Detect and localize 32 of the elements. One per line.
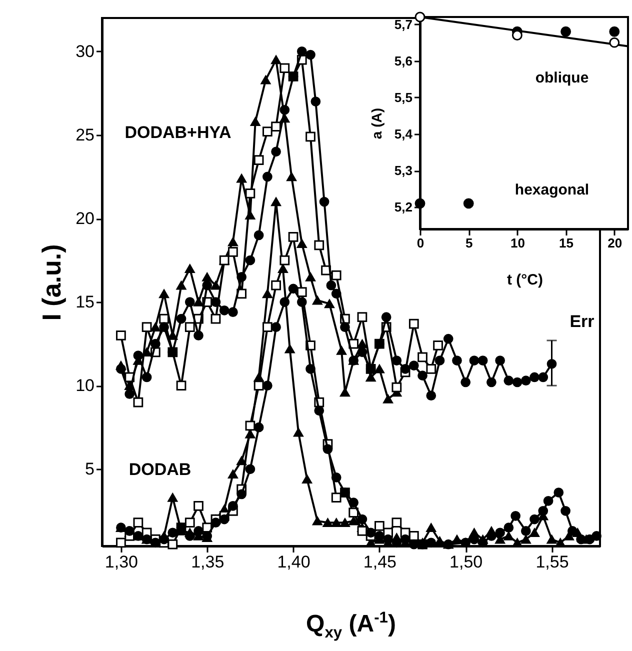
x-axis-title: Q$_{xy}$ (A$^{-1}$): [306, 610, 396, 642]
y-tick-label: 5,3: [394, 163, 412, 178]
x-axis-title: t (°C): [507, 272, 543, 288]
y-axis-title: I (a.u.): [36, 244, 67, 321]
annotation: oblique: [535, 70, 589, 86]
annotation: Err: [570, 312, 594, 332]
annotation: DODAB+HYA: [124, 123, 232, 143]
y-tick-label: 15: [76, 292, 94, 312]
x-tick-label: 1,50: [450, 552, 483, 572]
x-tick-label: 1,30: [104, 552, 138, 572]
y-tick-label: 5,5: [394, 90, 412, 105]
x-tick-label: 5: [465, 236, 473, 250]
y-axis-title: a (A): [368, 108, 384, 140]
annotation: hexagonal: [514, 182, 590, 198]
x-tick-label: 1,35: [191, 552, 224, 572]
y-tick-label: 5,4: [394, 126, 414, 142]
y-tick-label: 5,2: [394, 200, 412, 215]
x-tick-label: 1,55: [536, 552, 569, 572]
x-tick-label: 20: [608, 236, 622, 250]
x-tick-label: 1,45: [363, 552, 396, 572]
x-tick-label: 0: [416, 236, 424, 250]
y-tick-label: 25: [76, 125, 94, 144]
y-tick-label: 30: [76, 42, 94, 61]
annotation: DODAB: [128, 460, 192, 480]
y-tick-label: 5,6: [394, 53, 412, 68]
y-tick-label: 20: [76, 209, 94, 228]
x-tick-label: 10: [510, 236, 525, 250]
y-tick-label: 10: [76, 376, 94, 396]
x-tick-label: 15: [559, 236, 574, 250]
x-tick-label: 1,40: [277, 552, 310, 572]
y-tick-label: 5: [85, 460, 94, 479]
y-tick-label: 5,7: [394, 16, 412, 32]
